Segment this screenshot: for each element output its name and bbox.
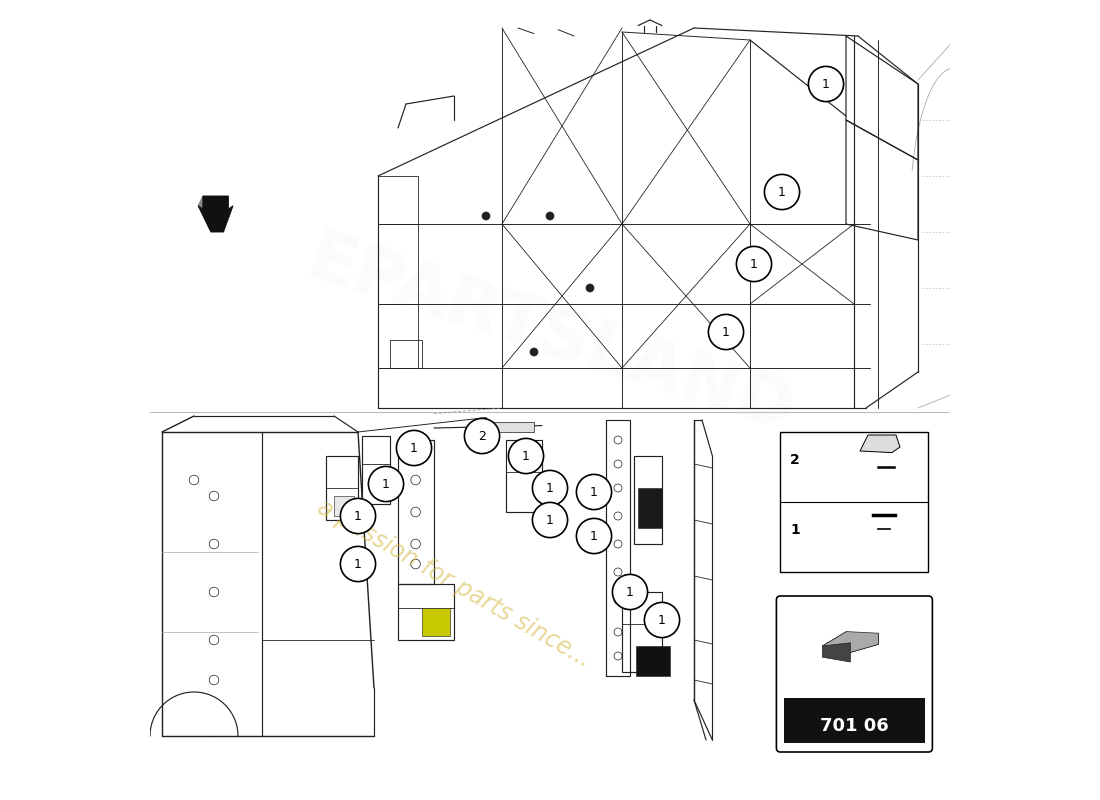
Circle shape xyxy=(576,518,612,554)
Circle shape xyxy=(764,174,800,210)
Circle shape xyxy=(508,438,543,474)
Circle shape xyxy=(340,498,375,534)
Polygon shape xyxy=(198,196,233,232)
Text: 1: 1 xyxy=(410,442,418,454)
Polygon shape xyxy=(422,608,450,636)
Text: 1: 1 xyxy=(722,326,730,338)
Circle shape xyxy=(645,602,680,638)
Circle shape xyxy=(736,246,771,282)
Text: EPARTSLAND: EPARTSLAND xyxy=(298,226,802,446)
Text: 1: 1 xyxy=(778,186,785,198)
Text: 1: 1 xyxy=(354,558,362,570)
Text: 1: 1 xyxy=(590,530,598,542)
Polygon shape xyxy=(860,435,900,453)
Circle shape xyxy=(586,284,594,292)
Polygon shape xyxy=(823,631,879,652)
Text: 1: 1 xyxy=(822,78,829,90)
Text: 1: 1 xyxy=(522,450,530,462)
Polygon shape xyxy=(470,422,534,432)
Circle shape xyxy=(576,474,612,510)
Text: 1: 1 xyxy=(590,486,598,498)
Text: a passion for parts since...: a passion for parts since... xyxy=(314,496,595,672)
FancyBboxPatch shape xyxy=(777,596,933,752)
FancyBboxPatch shape xyxy=(783,698,925,743)
FancyBboxPatch shape xyxy=(780,432,928,572)
Polygon shape xyxy=(823,631,879,662)
Circle shape xyxy=(368,466,404,502)
Circle shape xyxy=(396,430,431,466)
Text: 701 06: 701 06 xyxy=(820,717,889,735)
Polygon shape xyxy=(198,196,229,232)
Text: 1: 1 xyxy=(354,510,362,522)
Text: 1: 1 xyxy=(546,482,554,494)
Text: 2: 2 xyxy=(790,453,800,467)
Circle shape xyxy=(532,470,568,506)
Circle shape xyxy=(482,212,490,220)
Text: 1: 1 xyxy=(626,586,634,598)
Text: 1: 1 xyxy=(658,614,666,626)
Text: 1: 1 xyxy=(750,258,758,270)
Circle shape xyxy=(546,212,554,220)
Circle shape xyxy=(530,348,538,356)
Text: 1: 1 xyxy=(790,523,800,537)
Circle shape xyxy=(613,574,648,610)
Circle shape xyxy=(464,418,499,454)
Polygon shape xyxy=(334,496,354,516)
Circle shape xyxy=(808,66,844,102)
Polygon shape xyxy=(638,488,662,528)
Text: 2: 2 xyxy=(478,430,486,442)
Circle shape xyxy=(340,546,375,582)
Polygon shape xyxy=(637,646,670,676)
Text: 1: 1 xyxy=(382,478,389,490)
Circle shape xyxy=(532,502,568,538)
Circle shape xyxy=(708,314,744,350)
Text: 1: 1 xyxy=(546,514,554,526)
